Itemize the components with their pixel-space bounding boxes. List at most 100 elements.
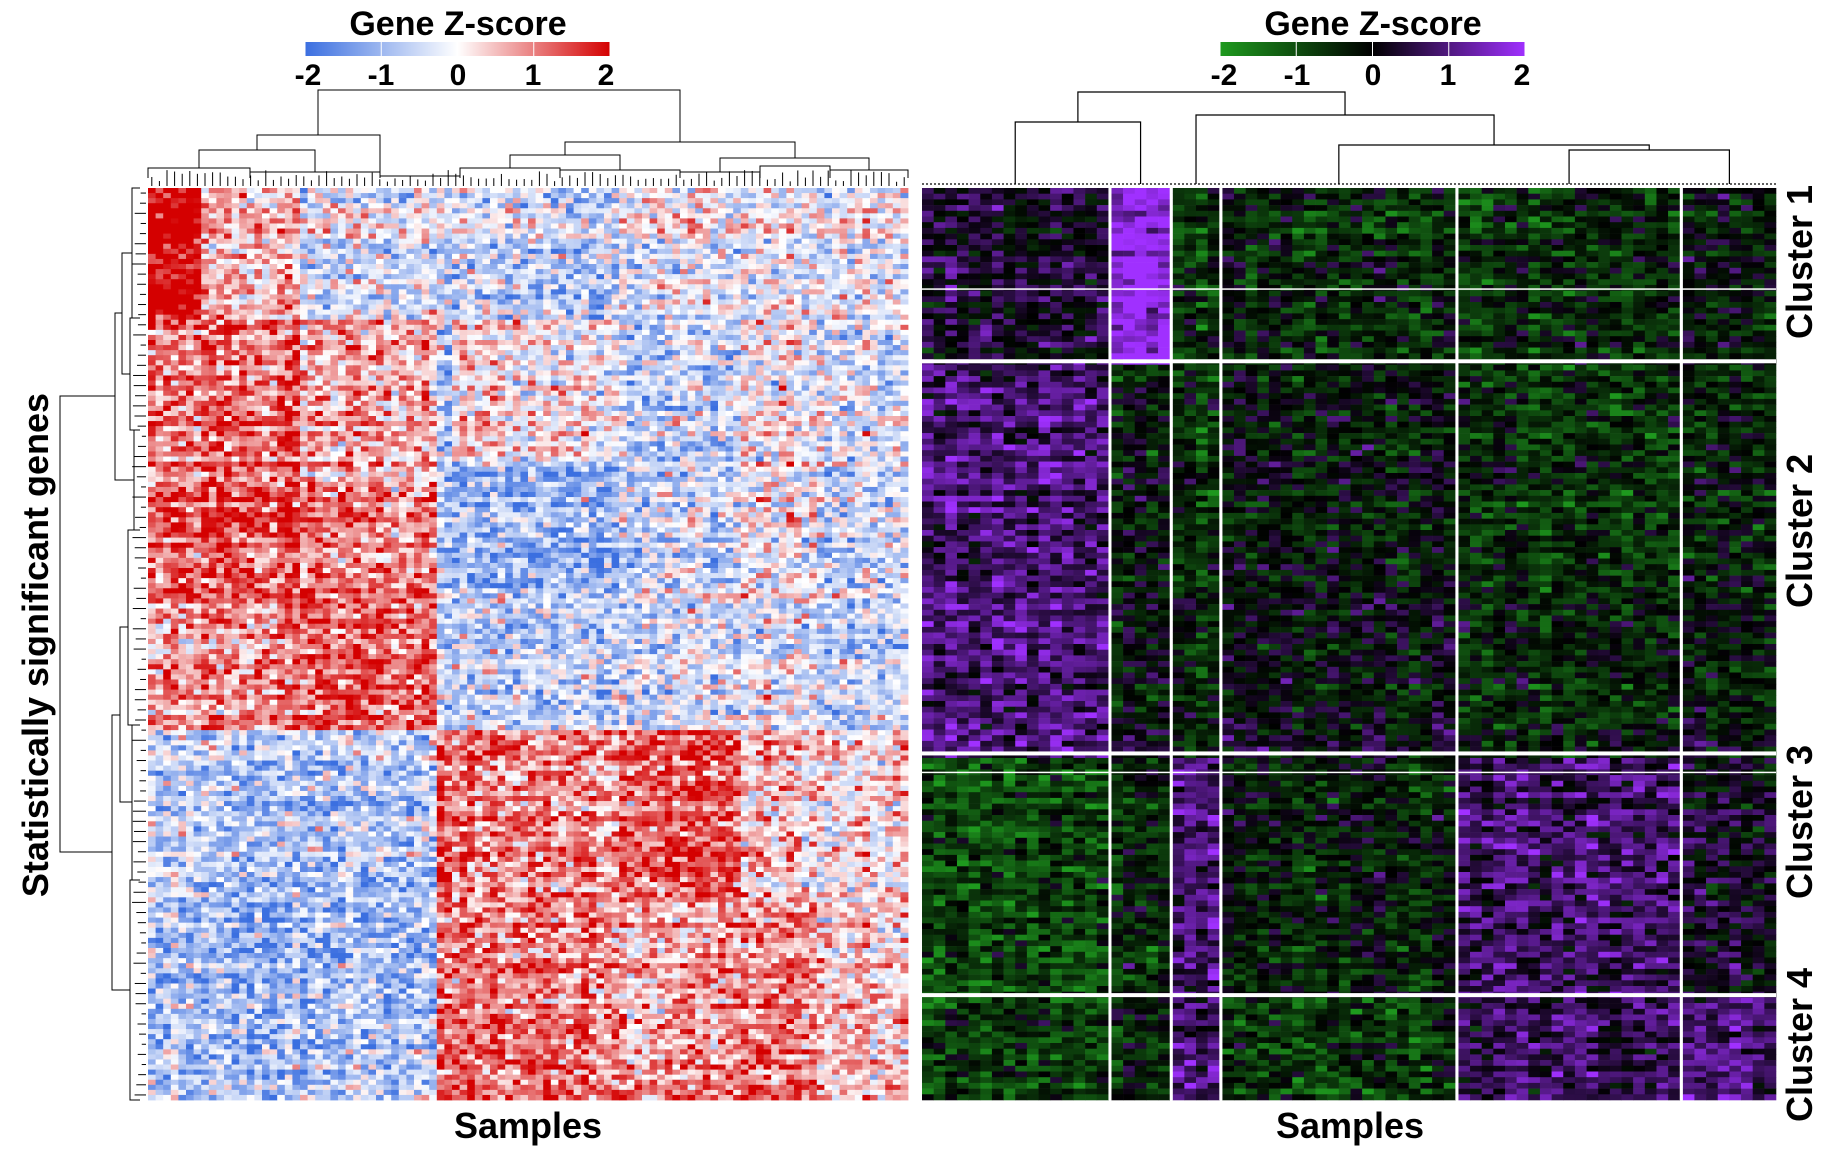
heatmap-cell — [505, 244, 513, 249]
heatmap-cell — [429, 193, 437, 198]
heatmap-cell — [148, 208, 156, 213]
heatmap-cell — [596, 234, 604, 239]
heatmap-cell — [178, 239, 186, 244]
heatmap-cell — [490, 218, 498, 223]
heatmap-cell — [201, 239, 209, 244]
heatmap-cell — [384, 198, 392, 203]
heatmap-cell — [748, 193, 756, 198]
heatmap-cell — [460, 198, 468, 203]
heatmap-cell — [771, 198, 779, 203]
heatmap-cell — [528, 223, 536, 228]
heatmap-cell — [688, 208, 696, 213]
heatmap-cell — [498, 223, 506, 228]
heatmap-cell — [817, 229, 825, 234]
heatmap-cell — [695, 218, 703, 223]
heatmap-cell — [368, 203, 376, 208]
heatmap-cell — [323, 213, 331, 218]
heatmap-cell — [855, 198, 863, 203]
heatmap-cell — [460, 208, 468, 213]
heatmap-cell — [779, 218, 787, 223]
heatmap-cell — [513, 193, 521, 198]
heatmap-cell — [809, 213, 817, 218]
heatmap-cell — [437, 239, 445, 244]
heatmap-cell — [498, 234, 506, 239]
heatmap-cell — [224, 239, 232, 244]
heatmap-cell — [543, 203, 551, 208]
heatmap-cell — [520, 193, 528, 198]
heatmap-cell — [437, 229, 445, 234]
dendrogram-branch — [128, 530, 140, 725]
heatmap-cell — [292, 218, 300, 223]
heatmap-cell — [323, 218, 331, 223]
heatmap-cell — [361, 229, 369, 234]
heatmap-cell — [893, 208, 901, 213]
heatmap-cell — [627, 198, 635, 203]
heatmap-cell — [657, 218, 665, 223]
heatmap-cell — [710, 244, 718, 249]
heatmap-cell — [262, 223, 270, 228]
heatmap-cell — [703, 188, 711, 193]
heatmap-cell — [201, 188, 209, 193]
heatmap-cell — [186, 198, 194, 203]
heatmap-cell — [589, 208, 597, 213]
heatmap-cell — [292, 213, 300, 218]
heatmap-cell — [726, 188, 734, 193]
heatmap-cell — [323, 229, 331, 234]
heatmap-cell — [878, 188, 886, 193]
heatmap-cell — [209, 239, 217, 244]
heatmap-cell — [543, 223, 551, 228]
heatmap-cell — [733, 203, 741, 208]
heatmap-cell — [726, 208, 734, 213]
heatmap-cell — [513, 188, 521, 193]
heatmap-cell — [482, 223, 490, 228]
dendrogram-branch — [134, 430, 140, 530]
heatmap-cell — [817, 234, 825, 239]
heatmap-cell — [270, 198, 278, 203]
heatmap-cell — [391, 239, 399, 244]
heatmap-cell — [224, 193, 232, 198]
heatmap-cell — [186, 229, 194, 234]
heatmap-cell — [809, 188, 817, 193]
heatmap-cell — [657, 223, 665, 228]
heatmap-cell — [832, 239, 840, 244]
heatmap-cell — [262, 208, 270, 213]
heatmap-cell — [756, 239, 764, 244]
heatmap-cell — [710, 193, 718, 198]
heatmap-cell — [452, 234, 460, 239]
heatmap-cell — [589, 239, 597, 244]
heatmap-cell — [802, 239, 810, 244]
heatmap-cell — [847, 193, 855, 198]
heatmap-cell — [194, 198, 202, 203]
heatmap-cell — [490, 234, 498, 239]
heatmap-cell — [893, 234, 901, 239]
heatmap-cell — [475, 244, 483, 249]
heatmap-cell — [270, 208, 278, 213]
heatmap-cell — [665, 218, 673, 223]
heatmap-cell — [163, 229, 171, 234]
heatmap-cell — [384, 193, 392, 198]
heatmap-cell — [361, 203, 369, 208]
heatmap-cell — [338, 244, 346, 249]
heatmap-cell — [695, 203, 703, 208]
heatmap-cell — [642, 244, 650, 249]
heatmap-cell — [574, 223, 582, 228]
left-colorbar-title: Gene Z-score — [349, 5, 566, 43]
heatmap-cell — [733, 213, 741, 218]
heatmap-cell — [209, 229, 217, 234]
heatmap-cell — [399, 229, 407, 234]
heatmap-cell — [802, 193, 810, 198]
heatmap-cell — [718, 234, 726, 239]
heatmap-cell — [315, 244, 323, 249]
heatmap-cell — [490, 188, 498, 193]
heatmap-cell — [376, 218, 384, 223]
heatmap-cell — [726, 234, 734, 239]
heatmap-cell — [224, 234, 232, 239]
heatmap-cell — [406, 193, 414, 198]
heatmap-cell — [178, 244, 186, 249]
heatmap-cell — [756, 188, 764, 193]
heatmap-cell — [239, 203, 247, 208]
heatmap-cell — [650, 229, 658, 234]
heatmap-cell — [710, 223, 718, 228]
heatmap-cell — [254, 223, 262, 228]
heatmap-cell — [368, 193, 376, 198]
